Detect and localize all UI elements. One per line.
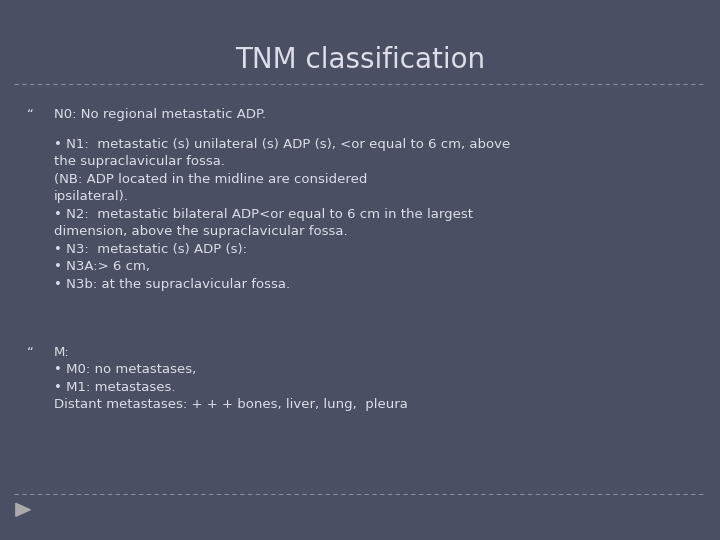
Text: “: “ [27, 108, 35, 121]
Text: TNM classification: TNM classification [235, 46, 485, 74]
Text: • N1:  metastatic (s) unilateral (s) ADP (s), <or equal to 6 cm, above
the supra: • N1: metastatic (s) unilateral (s) ADP … [54, 138, 510, 291]
Text: M:
• M0: no metastases,
• M1: metastases.
Distant metastases: + + + bones, liver: M: • M0: no metastases, • M1: metastases… [54, 346, 408, 411]
Polygon shape [16, 503, 30, 516]
Text: “: “ [27, 346, 35, 359]
Text: N0: No regional metastatic ADP.: N0: No regional metastatic ADP. [54, 108, 266, 121]
